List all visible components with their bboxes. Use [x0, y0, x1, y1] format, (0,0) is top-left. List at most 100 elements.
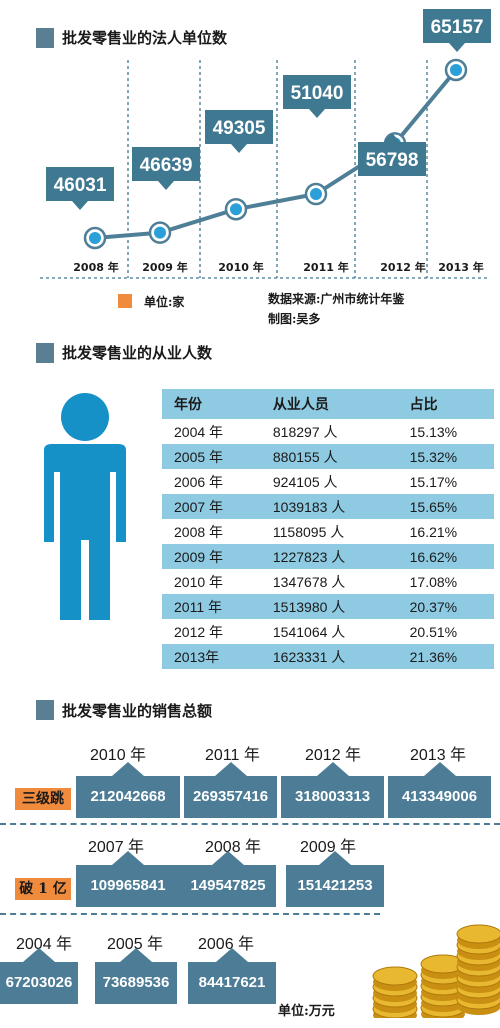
table-cell: 15.65%	[397, 494, 494, 519]
sales-box-tab	[316, 762, 349, 776]
section-title: 批发零售业的法人单位数	[62, 29, 228, 47]
section-icon	[36, 28, 54, 48]
sales-value: 73689536	[95, 962, 177, 1004]
table-cell: 16.21%	[397, 519, 494, 544]
table-cell: 15.32%	[397, 444, 494, 469]
data-point-core	[89, 232, 101, 244]
table-cell: 15.17%	[397, 469, 494, 494]
table-row: 2005 年 880155 人 15.32%	[162, 444, 494, 469]
x-tick-label: 2013 年	[438, 260, 483, 274]
sales-box-tab	[214, 762, 247, 776]
table-row: 2012 年 1541064 人 20.51%	[162, 619, 494, 644]
section-title: 批发零售业的销售总额	[62, 702, 213, 720]
table-cell: 2009 年	[162, 544, 261, 569]
table-row: 2011 年 1513980 人 20.37%	[162, 594, 494, 619]
coins-icon	[372, 924, 500, 1018]
table-cell: 1158095 人	[260, 519, 398, 544]
sales-box-tab	[319, 851, 351, 865]
value-label: 51040	[283, 75, 351, 118]
table-cell: 2013年	[162, 644, 261, 669]
table-cell: 2006 年	[162, 469, 261, 494]
x-tick-label: 2011 年	[303, 260, 348, 274]
value-label: 65157	[423, 9, 491, 52]
table-cell: 21.36%	[397, 644, 494, 669]
sales-box-tab	[216, 948, 248, 962]
sales-value: 212042668	[76, 776, 180, 818]
employment-table: 年份 从业人员 占比 2004 年 818297 人 15.13% 2005 年 88015…	[162, 389, 494, 669]
x-tick-label: 2009 年	[142, 260, 187, 274]
table-row: 2004 年 818297 人 15.13%	[162, 419, 494, 444]
table-cell: 2004 年	[162, 419, 261, 444]
sales-value: 269357416	[184, 776, 277, 818]
credit: 制图:吴多	[268, 312, 321, 326]
table-cell: 1513980 人	[260, 594, 398, 619]
table-cell: 2010 年	[162, 569, 261, 594]
table-cell: 20.37%	[397, 594, 494, 619]
data-point-core	[154, 226, 166, 239]
value-label: 49305	[205, 110, 273, 153]
sales-year: 2013 年	[410, 747, 467, 764]
sales-unit-label: 单位:万元	[278, 1004, 335, 1019]
sales-value: 318003313	[281, 776, 384, 818]
sales-box-tab	[23, 948, 55, 962]
person-icon	[44, 393, 126, 620]
table-cell: 818297 人	[260, 419, 398, 444]
table-row: 2006 年 924105 人 15.17%	[162, 469, 494, 494]
table-cell: 880155 人	[260, 444, 398, 469]
unit-label: 单位:家	[144, 295, 185, 309]
sales-value: 149547825	[180, 865, 276, 907]
table-cell: 1623331 人	[260, 644, 398, 669]
table-cell: 17.08%	[397, 569, 494, 594]
sales-value: 67203026	[0, 962, 78, 1004]
table-cell: 1541064 人	[260, 619, 398, 644]
coin-face	[456, 924, 500, 944]
sales-year: 2011 年	[205, 747, 260, 764]
data-point-core	[230, 203, 242, 216]
sales-value: 151421253	[286, 865, 384, 907]
table-row: 2008 年 1158095 人 16.21%	[162, 519, 494, 544]
table-cell: 924105 人	[260, 469, 398, 494]
section-title: 批发零售业的从业人数	[62, 344, 213, 362]
divider	[0, 913, 380, 915]
table-row: 2009 年 1227823 人 16.62%	[162, 544, 494, 569]
data-point-core	[310, 188, 322, 201]
column-header: 占比	[397, 389, 494, 419]
x-tick-label: 2012 年	[380, 260, 425, 274]
sales-value: 84417621	[188, 962, 276, 1004]
table-cell: 1347678 人	[260, 569, 398, 594]
svg-text:65157: 65157	[431, 17, 484, 38]
section-icon	[36, 700, 54, 720]
sales-box-tab	[112, 762, 144, 776]
table-row: 2007 年 1039183 人 15.65%	[162, 494, 494, 519]
table-cell: 2005 年	[162, 444, 261, 469]
table-cell: 2011 年	[162, 594, 261, 619]
table-row: 2010 年 1347678 人 17.08%	[162, 569, 494, 594]
value-label: 46031	[46, 167, 114, 210]
x-tick-label: 2008 年	[73, 260, 118, 274]
table-cell: 16.62%	[397, 544, 494, 569]
line-chart: 46031 46639 49305 51040 56798 65157 2008 年 2009…	[40, 9, 491, 279]
sales-value: 413349006	[388, 776, 491, 818]
svg-text:49305: 49305	[213, 118, 266, 139]
table-cell: 1227823 人	[260, 544, 398, 569]
data-source: 数据来源:广州市统计年鉴	[268, 292, 405, 306]
sales-box-tab	[112, 851, 144, 865]
table-cell: 2008 年	[162, 519, 261, 544]
group-tag: 三级跳	[15, 788, 71, 810]
table-cell: 1039183 人	[260, 494, 398, 519]
table-cell: 2012 年	[162, 619, 261, 644]
table-cell: 20.51%	[397, 619, 494, 644]
table-row: 2013年 1623331 人 21.36%	[162, 644, 494, 669]
svg-text:51040: 51040	[291, 83, 344, 104]
svg-text:56798: 56798	[366, 150, 419, 171]
svg-text:46639: 46639	[140, 155, 193, 176]
table-cell: 2007 年	[162, 494, 261, 519]
value-label: 46639	[132, 147, 200, 190]
coin-face	[372, 966, 418, 986]
value-label: 56798	[358, 133, 426, 176]
sales-year: 2012 年	[305, 747, 362, 764]
svg-text:46031: 46031	[54, 175, 107, 196]
table-cell: 15.13%	[397, 419, 494, 444]
section-icon	[36, 343, 54, 363]
unit-swatch	[118, 294, 132, 308]
